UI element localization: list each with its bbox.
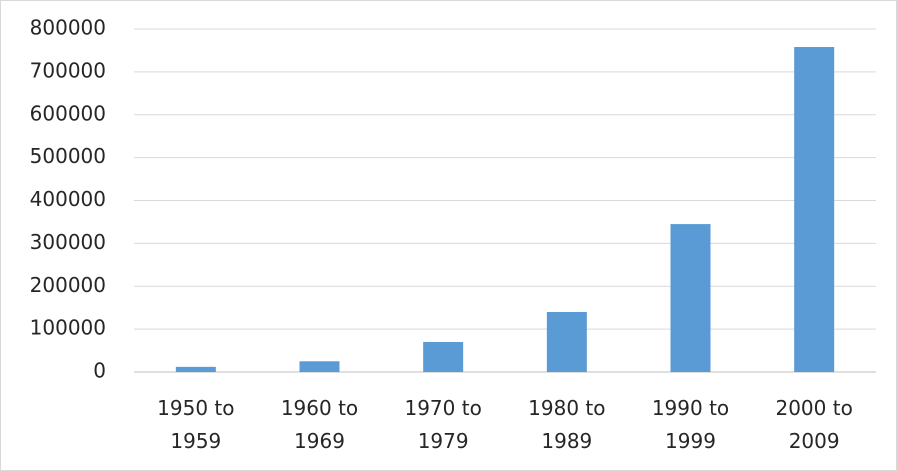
- y-tick-label: 800000: [30, 16, 106, 40]
- x-tick-label: 1960 to 1969: [280, 396, 359, 453]
- bar: [546, 311, 587, 372]
- bar: [794, 47, 835, 372]
- y-tick-label: 600000: [30, 101, 106, 125]
- x-tick-label: 1990 to 1999: [651, 396, 730, 453]
- y-tick-label: 100000: [30, 316, 106, 340]
- y-tick-label: 200000: [30, 273, 106, 297]
- y-tick-label: 300000: [30, 230, 106, 254]
- x-tick-label: 1980 to 1989: [528, 396, 606, 453]
- bar: [670, 224, 711, 372]
- y-tick-label: 400000: [30, 187, 106, 211]
- bar: [299, 361, 340, 372]
- bar: [423, 341, 464, 372]
- y-tick-label: 0: [93, 359, 106, 383]
- x-tick-label: 1950 to 1959: [157, 396, 235, 453]
- y-tick-label: 700000: [30, 58, 106, 82]
- x-tick-label: 2000 to 2009: [775, 396, 853, 453]
- x-tick-label: 1970 to 1979: [404, 396, 482, 453]
- bar: [175, 366, 216, 372]
- y-tick-label: 500000: [30, 144, 106, 168]
